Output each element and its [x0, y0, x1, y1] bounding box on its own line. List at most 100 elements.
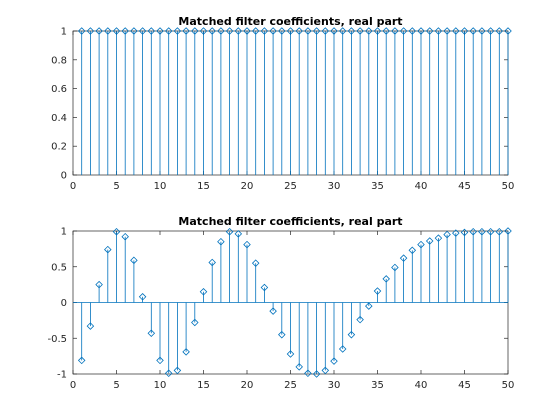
bottom-stem-marker	[147, 329, 156, 338]
top-stem-marker	[460, 27, 469, 35]
top-stem-plot: Matched filter coefficients, real part 0…	[51, 15, 514, 192]
bottom-stem-marker	[304, 369, 312, 378]
bottom-stem-marker	[121, 232, 129, 241]
bottom-stem-marker	[312, 370, 321, 378]
top-stem-marker	[278, 27, 286, 35]
top-y-tick-label: 0.8	[51, 55, 67, 66]
top-x-tick-label: 45	[458, 181, 471, 192]
bottom-stem-marker	[95, 280, 103, 289]
bottom-stem-marker	[469, 227, 477, 236]
bottom-stem-marker	[164, 369, 173, 378]
top-stem-marker	[138, 27, 147, 35]
top-stem-marker	[243, 27, 251, 35]
bottom-stem-marker	[225, 227, 234, 236]
top-y-tick-label: 0	[61, 171, 67, 182]
top-stem-marker	[391, 27, 399, 35]
bottom-x-tick-label: 10	[154, 380, 167, 391]
bottom-stem-marker	[417, 240, 425, 249]
bottom-stem-marker	[382, 275, 390, 283]
bottom-x-tick-label: 35	[371, 380, 384, 391]
top-stem-marker	[304, 27, 312, 35]
bottom-stem-marker	[321, 366, 330, 375]
top-stem-marker	[504, 27, 512, 35]
bottom-x-tick-label: 50	[502, 380, 515, 391]
bottom-stem-marker	[408, 246, 417, 255]
bottom-stem-marker	[260, 283, 269, 292]
bottom-stem-marker	[182, 348, 190, 356]
bottom-stem-marker	[269, 307, 277, 315]
top-x-tick-label: 20	[241, 181, 254, 192]
top-stem-marker	[356, 27, 364, 35]
top-stem-marker	[408, 27, 417, 35]
top-stem-marker	[495, 27, 504, 35]
top-stem-marker	[269, 27, 277, 35]
bottom-stem-marker	[373, 287, 382, 295]
top-stem-marker	[147, 27, 156, 35]
bottom-x-tick-label: 5	[113, 380, 119, 391]
bottom-stem-marker	[191, 318, 199, 327]
top-stem-marker	[95, 27, 103, 35]
top-stem-marker	[121, 27, 129, 35]
top-stem-marker	[260, 27, 269, 35]
bottom-stem-marker	[460, 228, 469, 237]
bottom-stem-marker	[347, 330, 356, 339]
top-stem-marker	[225, 27, 234, 35]
top-stem-marker	[199, 27, 208, 35]
bottom-stem-marker	[234, 230, 243, 238]
top-stem-marker	[208, 27, 216, 35]
top-stem-marker	[321, 27, 330, 35]
top-stem-marker	[443, 27, 451, 35]
bottom-x-tick-label: 25	[284, 380, 297, 391]
top-stem-marker	[425, 27, 434, 35]
bottom-stem-plot: Matched filter coefficients, real part 0…	[47, 215, 514, 391]
top-stem-marker	[86, 27, 95, 35]
top-y-tick-label: 0.2	[51, 142, 67, 153]
bottom-stem-marker	[452, 229, 460, 237]
bottom-stem-marker	[138, 293, 147, 301]
top-stem-marker	[347, 27, 356, 35]
bottom-stem-marker	[251, 259, 260, 267]
bottom-y-tick-label: 1	[61, 227, 67, 238]
bottom-stem-marker	[425, 237, 434, 245]
top-stem-marker	[251, 27, 260, 35]
top-stem-marker	[365, 27, 373, 35]
top-x-tick-label: 30	[328, 181, 341, 192]
top-x-tick-label: 10	[154, 181, 167, 192]
top-chart-title: Matched filter coefficients, real part	[178, 15, 402, 28]
bottom-x-tick-label: 30	[328, 380, 341, 391]
top-stem-marker	[217, 27, 225, 35]
top-x-tick-label: 5	[113, 181, 119, 192]
top-stem-marker	[469, 27, 477, 35]
bottom-stem-marker	[278, 330, 286, 339]
top-y-tick-label: 0.4	[51, 113, 67, 124]
bottom-stem-marker	[495, 227, 504, 236]
bottom-stem-marker	[434, 234, 443, 242]
bottom-stem-marker	[199, 288, 208, 296]
bottom-stem-marker	[486, 227, 495, 236]
top-stem-marker	[77, 27, 86, 35]
bottom-x-tick-label: 40	[415, 380, 428, 391]
bottom-stem-marker	[217, 237, 225, 246]
top-stem-marker	[338, 27, 347, 35]
bottom-x-tick-label: 15	[197, 380, 210, 391]
bottom-stem-marker	[478, 227, 486, 236]
bottom-stem-marker	[156, 356, 164, 365]
top-x-tick-label: 15	[197, 181, 210, 192]
top-stems	[77, 27, 512, 175]
top-stem-marker	[312, 27, 321, 35]
top-x-tick-label: 25	[284, 181, 297, 192]
bottom-y-tick-label: -0.5	[47, 334, 67, 345]
bottom-stem-marker	[112, 227, 121, 236]
bottom-stem-marker	[286, 350, 295, 358]
top-y-tick-label: 1	[61, 27, 67, 38]
bottom-y-tick-label: 0	[61, 298, 67, 309]
bottom-stem-marker	[86, 322, 95, 330]
bottom-stems	[73, 227, 512, 378]
top-stem-marker	[478, 27, 486, 35]
bottom-stem-marker	[504, 227, 512, 235]
top-stem-marker	[330, 27, 338, 35]
top-stem-marker	[173, 27, 182, 35]
top-stem-marker	[191, 27, 199, 35]
top-stem-marker	[434, 27, 443, 35]
top-stem-marker	[417, 27, 425, 35]
